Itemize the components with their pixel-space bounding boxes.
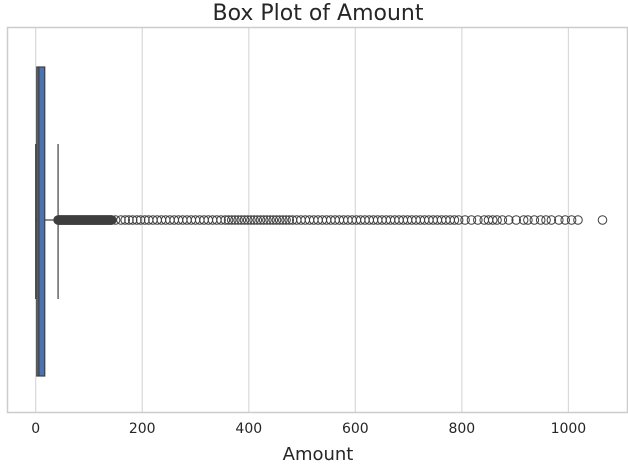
outlier-point: [535, 215, 546, 225]
outlier-point: [236, 215, 247, 225]
outlier-point: [271, 215, 282, 225]
x-tick-label-200: 200: [129, 421, 156, 437]
x-tick-label-400: 400: [235, 421, 262, 437]
outlier-point: [242, 215, 253, 225]
outlier-point: [529, 215, 540, 225]
x-tick-label-0: 0: [31, 421, 40, 437]
outlier-point: [216, 215, 226, 225]
outlier-point: [597, 215, 608, 225]
outlier-point: [110, 215, 121, 225]
outlier-point: [503, 215, 514, 225]
outlier-point: [255, 215, 266, 225]
outlier-point: [258, 215, 269, 225]
outlier-point: [492, 215, 502, 225]
outlier-point: [453, 215, 464, 225]
outlier-point: [511, 215, 521, 225]
outlier-point: [274, 215, 285, 225]
outlier-point: [281, 215, 291, 225]
outlier-point: [220, 215, 231, 225]
outlier-point: [566, 215, 577, 225]
outlier-point: [523, 215, 533, 225]
outlier-point: [127, 215, 138, 225]
chart-title: Box Plot of Amount: [213, 1, 424, 26]
outlier-point: [560, 215, 571, 225]
x-tick-label-800: 800: [448, 421, 475, 437]
outlier-point: [239, 215, 250, 225]
outlier-point: [268, 215, 279, 225]
outlier-point: [249, 215, 259, 225]
outlier-point: [132, 215, 142, 225]
outlier-point: [265, 215, 275, 225]
outlier-point: [541, 215, 551, 225]
outlier-point: [252, 215, 263, 225]
outlier-point: [278, 215, 288, 225]
iqr-box: [36, 66, 46, 377]
outlier-point: [546, 215, 557, 225]
outlier-point: [116, 215, 126, 225]
outlier-point: [466, 215, 477, 225]
x-axis-ticks: 0 200 400 600 800 1000: [31, 421, 586, 437]
x-tick-label-1000: 1000: [551, 421, 587, 437]
outlier-point: [140, 215, 150, 225]
outlier-point: [449, 215, 460, 225]
outlier-point: [284, 215, 295, 225]
outlier-point: [473, 215, 483, 225]
outlier-point: [120, 215, 130, 225]
outlier-point: [497, 215, 508, 225]
outlier-point: [230, 215, 240, 225]
outlier-point: [573, 215, 583, 225]
outlier-point: [460, 215, 470, 225]
x-axis-label: Amount: [283, 444, 354, 465]
outlier-point: [518, 215, 529, 225]
outlier-point: [233, 215, 243, 225]
outlier-point: [226, 215, 237, 225]
plot-area: [35, 66, 608, 377]
outlier-point: [223, 215, 234, 225]
outlier-point: [262, 215, 272, 225]
x-tick-label-600: 600: [342, 421, 369, 437]
outlier-point: [135, 215, 146, 225]
outlier-point: [246, 215, 256, 225]
outlier-point: [554, 215, 564, 225]
outlier-point: [124, 215, 134, 225]
outlier-point: [487, 215, 498, 225]
